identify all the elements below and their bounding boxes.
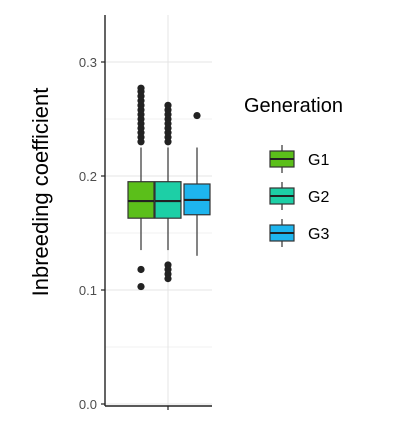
legend-title: Generation [244,95,343,117]
y-tick-label: 0.1 [79,283,97,298]
grid [105,15,212,406]
box-G3 [183,111,211,256]
outlier-point [137,265,145,274]
outlier-point [137,282,145,291]
legend-label: G2 [308,189,329,206]
box-iqr [154,181,182,219]
y-tick-label: 0.3 [79,55,97,70]
outlier-point [164,101,172,109]
outlier-point [164,261,172,269]
legend-label: G3 [308,226,329,243]
legend: Generation G1 G2 G3 [244,95,343,247]
legend-label: G1 [308,152,329,169]
box-iqr [127,181,155,219]
y-tick-label: 0.2 [79,169,97,184]
axes: 0.0 0.1 0.2 0.3 [79,15,212,412]
outlier-point [193,111,201,120]
box-G2 [154,101,182,283]
box-G1 [127,84,155,291]
y-tick-label: 0.0 [79,397,97,412]
legend-item-G1: G1 [269,145,329,173]
legend-item-G2: G2 [269,182,329,210]
legend-item-G3: G3 [269,219,329,247]
boxes [127,84,211,291]
outlier-point [137,84,145,92]
y-axis-label: Inbreeding coefficient [28,88,53,297]
